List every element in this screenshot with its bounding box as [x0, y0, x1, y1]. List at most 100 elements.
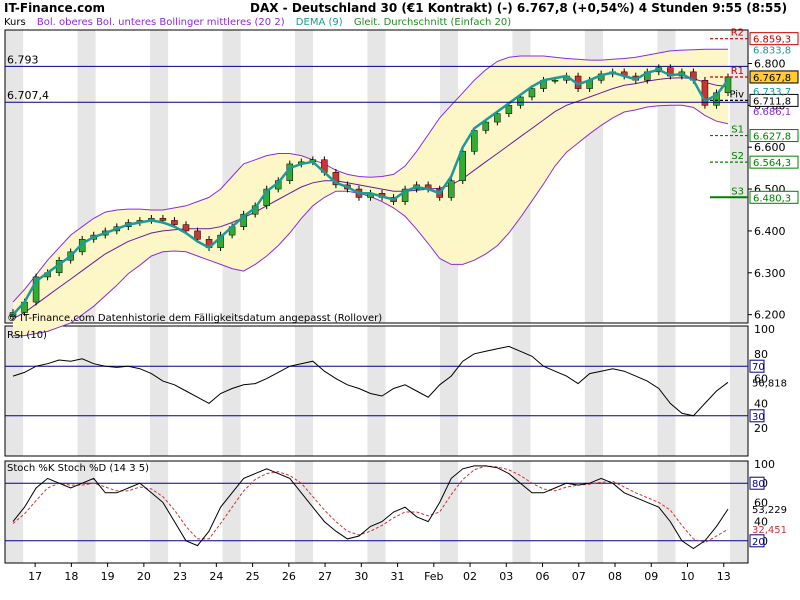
stoch-band-box	[749, 534, 765, 548]
pivot-value-label: 6.564,3	[753, 158, 791, 169]
rsi-band-label: 30	[752, 412, 765, 423]
x-tick-label: 10	[681, 570, 695, 583]
candle-body	[401, 188, 409, 202]
stoch-tick-label: 40	[754, 516, 768, 529]
pivot-value-label: 6.627,8	[753, 132, 791, 143]
rsi-tick-label: 40	[754, 397, 768, 410]
brand-logo: IT-Finance.com	[4, 1, 106, 15]
price-tick-label: 6.400	[754, 225, 786, 238]
stoch-tick-label: 60	[754, 496, 768, 509]
pivot-name-s1: S1	[731, 125, 744, 136]
day-stripe	[657, 461, 676, 563]
price-tick-label: 6.600	[754, 141, 786, 154]
pivot-name-r2: R2	[731, 28, 744, 39]
stoch-k-line	[12, 465, 729, 550]
x-tick-label: 30	[354, 570, 368, 583]
day-stripe	[729, 326, 748, 456]
x-tick-label: 07	[572, 570, 586, 583]
stoch-band-box	[749, 476, 765, 490]
pivot-name-s2: S2	[731, 151, 744, 162]
rsi-panel-frame	[4, 325, 749, 457]
price-tick-label: 6.800	[754, 57, 786, 70]
candle-body	[194, 230, 201, 240]
pivot-value-label: 6.480,3	[753, 193, 791, 204]
rsi-line	[12, 345, 729, 417]
pivot-value-box	[749, 93, 799, 107]
day-stripe	[584, 326, 604, 456]
day-stripe	[512, 326, 531, 456]
candle-body	[459, 151, 467, 181]
rsi-band-box	[749, 409, 765, 423]
day-stripe	[149, 326, 169, 456]
stoch-title: Stoch %K Stoch %D (14 3 5)	[7, 463, 149, 474]
pivot-value-box	[749, 190, 799, 204]
pivot-value-box	[749, 155, 799, 169]
candle-body	[528, 88, 536, 98]
dema-line	[12, 68, 729, 316]
x-tick-label: 06	[536, 570, 550, 583]
rsi-tick-label: 20	[754, 422, 768, 435]
x-tick-label: 18	[64, 570, 78, 583]
rsi-band-box	[749, 359, 765, 373]
pivot-name-piv: Piv	[729, 89, 744, 100]
day-stripe	[729, 30, 748, 323]
legend-dema: DEMA (9)	[295, 17, 343, 28]
legend-bollinger: Bol. oberes Bol. unteres Bollinger mittl…	[36, 17, 285, 28]
pivot-value-box	[749, 32, 799, 46]
candle-body	[9, 312, 17, 317]
candle-body	[713, 92, 720, 106]
day-stripe	[439, 326, 459, 456]
pivot-value-label: 6.859,3	[753, 35, 791, 46]
candle-body	[551, 79, 559, 82]
day-stripe	[294, 326, 314, 456]
candle-body	[517, 96, 524, 106]
legend: Kurs Bol. oberes Bol. unteres Bollinger …	[4, 17, 519, 28]
candle-body	[494, 113, 501, 123]
x-tick-label: 31	[391, 570, 405, 583]
day-stripe	[149, 461, 169, 563]
pivot-name-r1: R1	[731, 66, 744, 77]
x-tick-label: 13	[717, 570, 731, 583]
price-right-label: 6.733,7	[753, 87, 791, 98]
day-stripe	[294, 461, 314, 563]
x-tick-label: 17	[28, 570, 42, 583]
x-tick-label: 27	[318, 570, 332, 583]
current-price-box	[749, 70, 799, 84]
day-stripe	[222, 326, 241, 456]
price-panel-frame	[4, 29, 749, 324]
legend-kurs: Kurs	[4, 17, 26, 28]
rsi-tick-label: 100	[754, 323, 775, 336]
day-stripe	[367, 326, 386, 456]
price-right-label: 6.833,8	[753, 45, 791, 56]
day-stripe	[222, 461, 241, 563]
day-stripe	[729, 461, 748, 563]
rsi-title: RSI (10)	[7, 330, 47, 341]
x-tick-label: 08	[608, 570, 622, 583]
candle-body	[171, 220, 178, 225]
day-stripe	[657, 326, 676, 456]
pivot-name-s3: S3	[731, 186, 744, 197]
rsi-tick-label: 80	[754, 348, 768, 361]
stoch-band-label: 20	[752, 537, 765, 548]
stoch-panel-frame	[4, 460, 749, 564]
day-stripe	[367, 461, 386, 563]
day-stripe	[5, 326, 24, 456]
price-right-label: 6.686,1	[753, 107, 791, 118]
stoch-d-last-label: 32,451	[752, 525, 787, 536]
x-tick-label: Feb	[424, 570, 443, 583]
horizontal-level-label: 6.793	[7, 53, 39, 66]
pivot-value-label: 6.711,8	[753, 96, 791, 107]
x-tick-label: 19	[101, 570, 115, 583]
day-stripe	[5, 30, 24, 323]
day-stripe	[439, 461, 459, 563]
horizontal-level-label: 6.707,4	[7, 89, 49, 102]
stoch-k-last-label: 53,229	[752, 505, 787, 516]
x-tick-label: 23	[173, 570, 187, 583]
day-stripe	[77, 461, 96, 563]
rsi-band-label: 70	[752, 362, 765, 373]
candle-body	[182, 224, 190, 232]
rsi-tick-label: 60	[754, 373, 768, 386]
x-tick-label: 26	[282, 570, 296, 583]
header: IT-Finance.com DAX - Deutschland 30 (€1 …	[0, 0, 800, 28]
